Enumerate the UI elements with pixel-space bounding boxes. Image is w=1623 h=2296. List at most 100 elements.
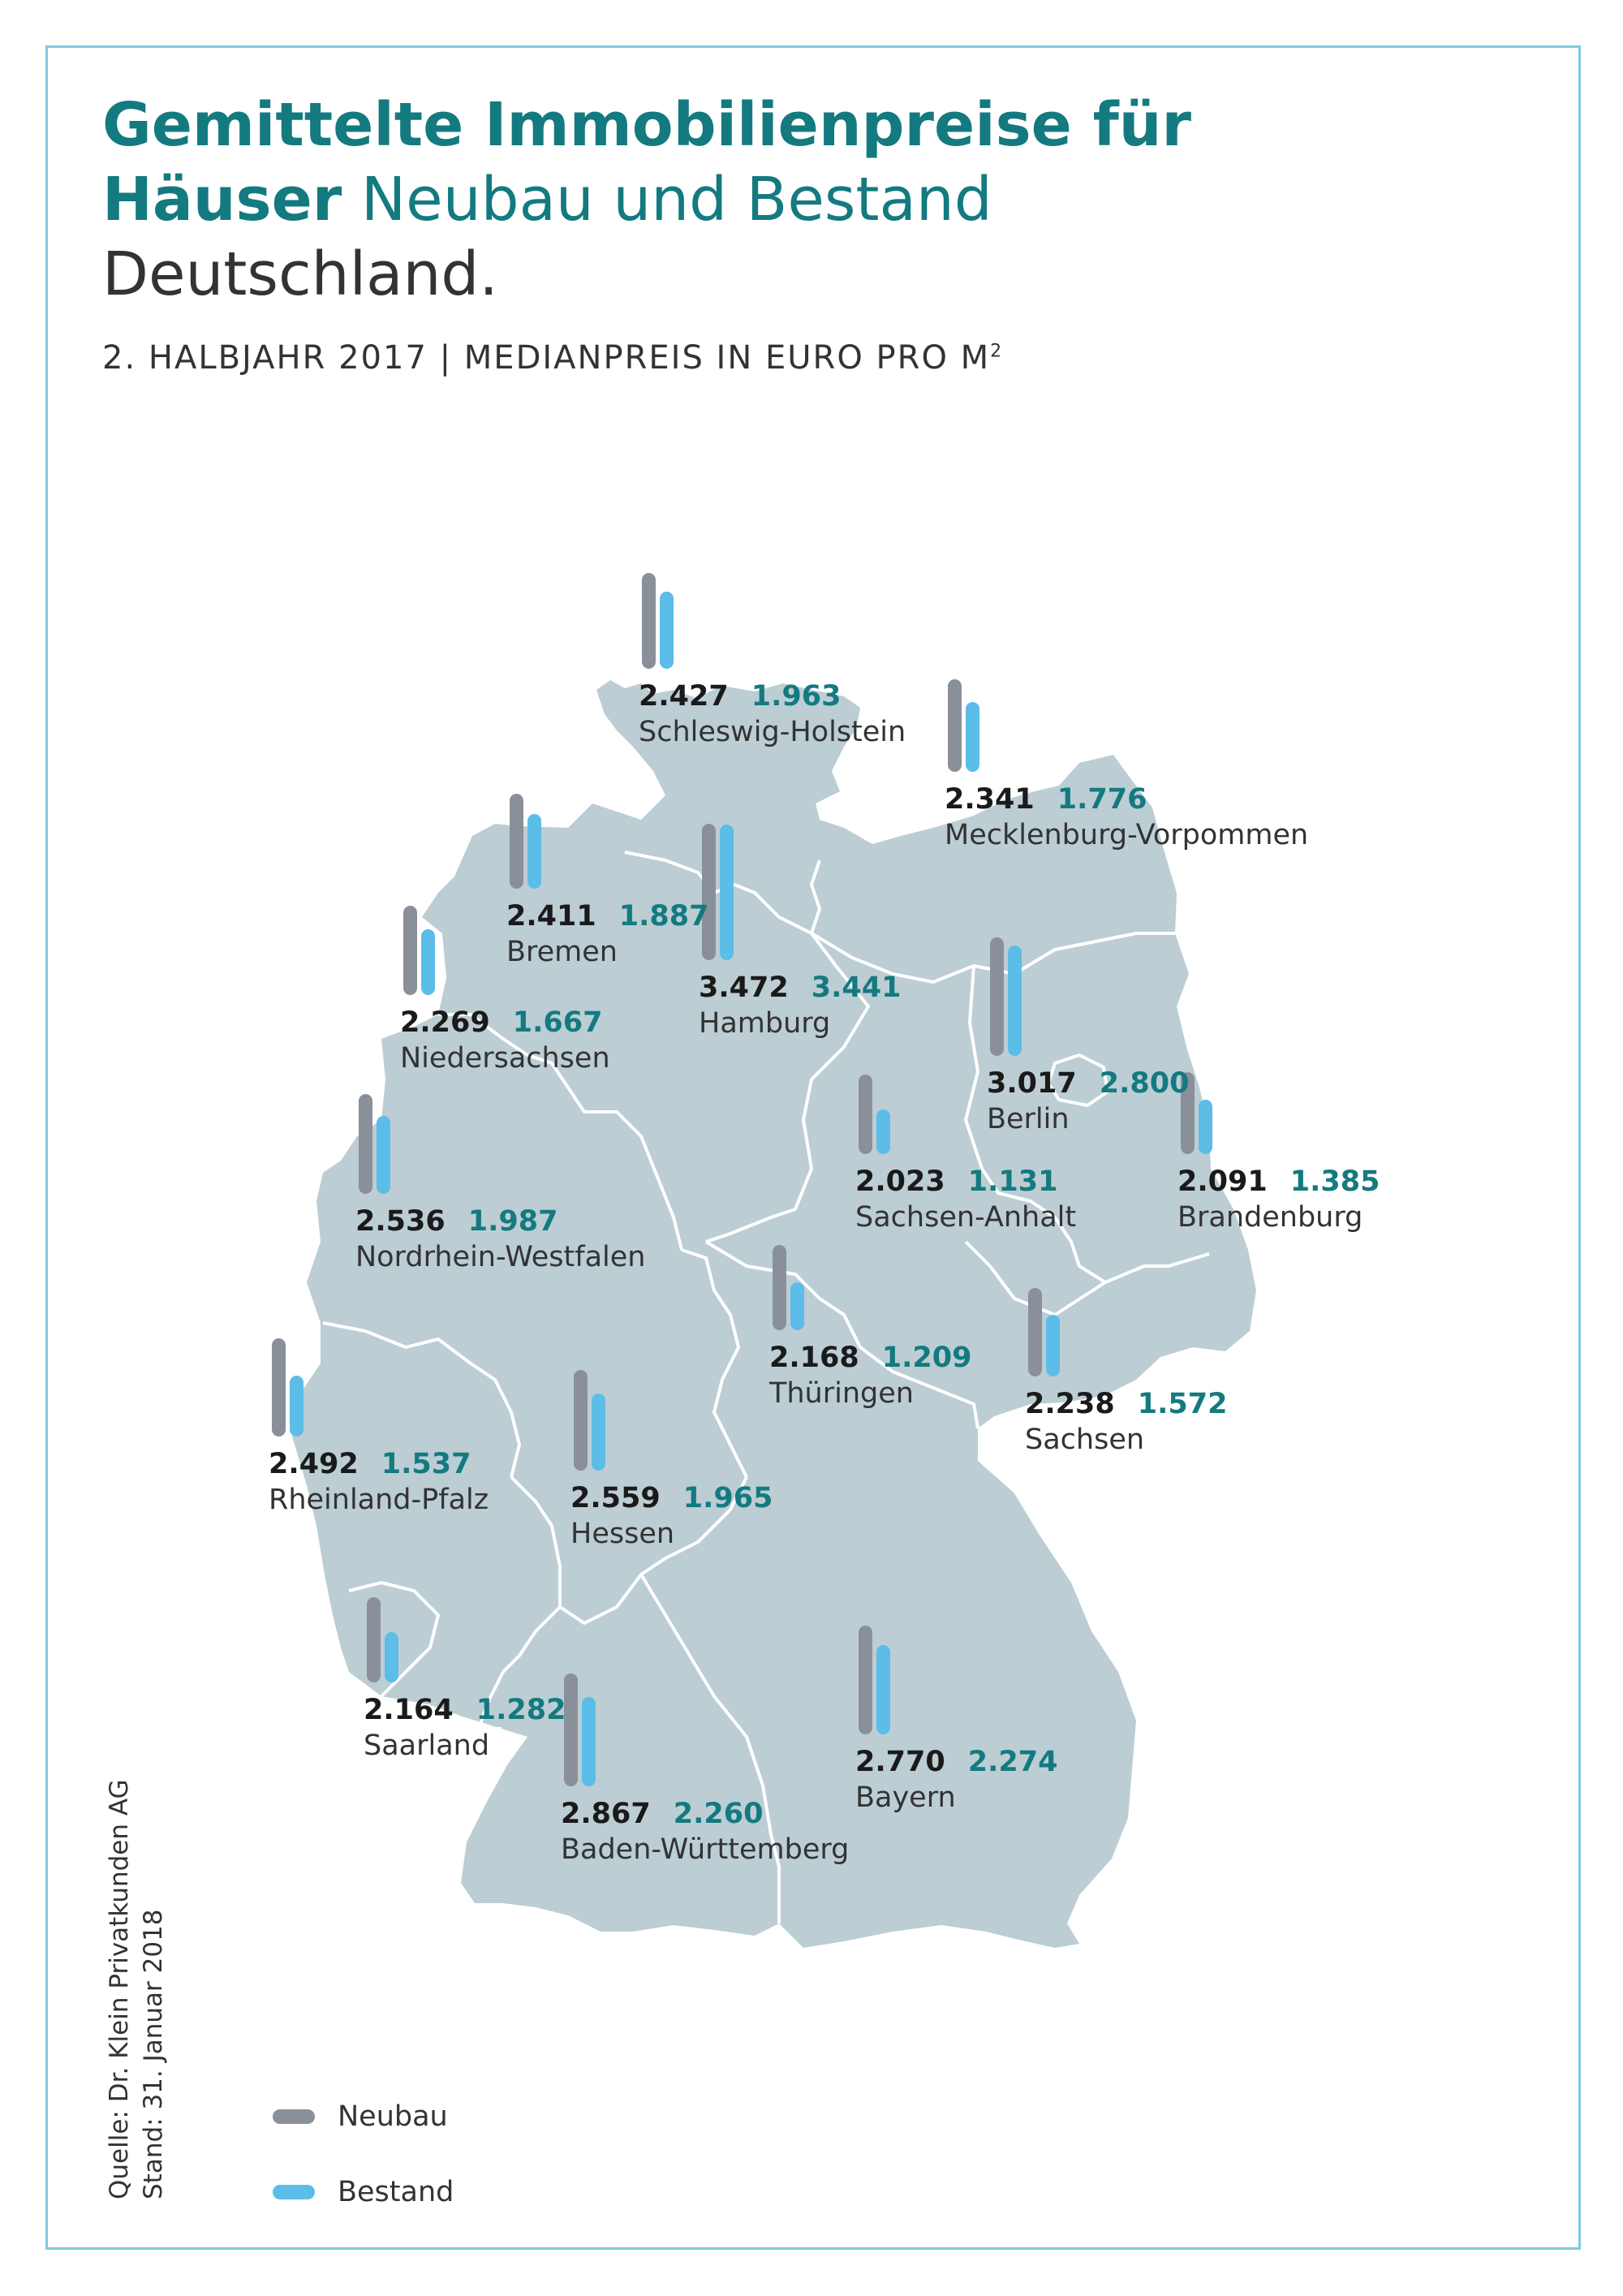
values-brandenburg: 2.091 1.385 xyxy=(1177,1164,1380,1200)
values-sachsen-anhalt: 2.023 1.131 xyxy=(855,1164,1076,1200)
neubau-value-brandenburg: 2.091 xyxy=(1177,1165,1268,1198)
bestand-bar-hamburg xyxy=(720,825,734,960)
neubau-bar-nordrhein-westfalen xyxy=(359,1094,372,1194)
state-borders xyxy=(322,851,1210,1923)
bestand-bar-bremen xyxy=(527,814,541,889)
bestand-bar-mecklenburg-vorpommern xyxy=(966,701,979,772)
label-schleswig-holstein: 2.427 1.963 Schleswig-Holstein xyxy=(639,678,906,750)
border-nrw-south xyxy=(322,1321,521,1478)
state-name-sachsen-anhalt: Sachsen-Anhalt xyxy=(855,1201,1077,1234)
neubau-value-sachsen-anhalt: 2.023 xyxy=(855,1165,945,1198)
neubau-value-schleswig-holstein: 2.427 xyxy=(639,680,729,713)
border-ni-nrw xyxy=(438,1013,683,1251)
neubau-bar-berlin xyxy=(990,937,1004,1056)
title-line-1: Gemittelte Immobilienpreise für xyxy=(102,90,1191,160)
bestand-bar-rheinland-pfalz xyxy=(290,1376,304,1437)
border-he-by xyxy=(558,1476,748,1625)
label-sachsen-anhalt: 2.023 1.131 Sachsen-Anhalt xyxy=(855,1164,1076,1235)
state-name-brandenburg: Brandenburg xyxy=(1177,1201,1363,1234)
values-thueringen: 2.168 1.209 xyxy=(769,1340,971,1376)
neubau-bar-niedersachsen xyxy=(403,905,417,995)
neubau-value-baden-wuerttemberg: 2.867 xyxy=(561,1798,651,1830)
bestand-value-bremen: 1.887 xyxy=(618,900,709,933)
label-niedersachsen: 2.269 1.667 Niedersachsen xyxy=(400,1005,610,1076)
bestand-bar-bayern xyxy=(876,1644,890,1734)
source-line-2: Stand: 31. Januar 2018 xyxy=(139,1909,168,2199)
neubau-bar-thueringen xyxy=(773,1244,786,1330)
border-bw-by xyxy=(639,1573,781,1923)
neubau-bar-bremen xyxy=(510,794,523,889)
bestand-bar-schleswig-holstein xyxy=(660,591,674,669)
neubau-bar-sachsen xyxy=(1028,1288,1042,1376)
label-rheinland-pfalz: 2.492 1.537 Rheinland-Pfalz xyxy=(269,1446,489,1518)
page-title: Gemittelte Immobilienpreise für Häuser N… xyxy=(102,88,1191,312)
neubau-bar-hamburg xyxy=(702,823,716,960)
neubau-value-hessen: 2.559 xyxy=(570,1482,661,1514)
neubau-value-niedersachsen: 2.269 xyxy=(400,1006,490,1039)
state-name-rheinland-pfalz: Rheinland-Pfalz xyxy=(269,1484,489,1516)
state-name-schleswig-holstein: Schleswig-Holstein xyxy=(639,716,906,748)
label-berlin: 3.017 2.800 Berlin xyxy=(987,1066,1189,1137)
label-hamburg: 3.472 3.441 Hamburg xyxy=(699,970,901,1041)
values-bayern: 2.770 2.274 xyxy=(855,1744,1057,1780)
neubau-bar-sachsen-anhalt xyxy=(859,1074,872,1154)
subtitle: 2. HALBJAHR 2017 | MEDIANPREIS IN EURO P… xyxy=(102,339,1003,377)
bestand-bar-baden-wuerttemberg xyxy=(582,1697,596,1786)
neubau-bar-rheinland-pfalz xyxy=(272,1338,286,1437)
bestand-bar-brandenburg xyxy=(1199,1099,1212,1154)
neubau-value-berlin: 3.017 xyxy=(987,1067,1077,1100)
legend-neubau: Neubau xyxy=(273,2100,448,2133)
values-schleswig-holstein: 2.427 1.963 xyxy=(639,678,906,714)
label-mecklenburg-vorpommern: 2.341 1.776 Mecklenburg-Vorpommen xyxy=(945,782,1308,853)
bestand-value-hessen: 1.965 xyxy=(682,1482,773,1514)
bestand-bar-sachsen-anhalt xyxy=(876,1109,890,1154)
subtitle-text: 2. HALBJAHR 2017 | MEDIANPREIS IN EURO P… xyxy=(102,339,991,377)
label-thueringen: 2.168 1.209 Thüringen xyxy=(769,1340,971,1411)
subtitle-superscript: 2 xyxy=(990,341,1004,362)
bestand-value-schleswig-holstein: 1.963 xyxy=(751,680,842,713)
label-sachsen: 2.238 1.572 Sachsen xyxy=(1025,1386,1227,1458)
label-brandenburg: 2.091 1.385 Brandenburg xyxy=(1177,1164,1380,1235)
title-line-2-bold: Häuser xyxy=(102,165,342,235)
values-hamburg: 3.472 3.441 xyxy=(699,970,901,1006)
label-bayern: 2.770 2.274 Bayern xyxy=(855,1744,1057,1816)
label-bremen: 2.411 1.887 Bremen xyxy=(506,898,708,970)
neubau-value-saarland: 2.164 xyxy=(364,1694,454,1726)
legend-neubau-label: Neubau xyxy=(338,2100,448,2133)
neubau-value-mecklenburg-vorpommern: 2.341 xyxy=(945,783,1035,816)
berlin-outline xyxy=(1047,1053,1109,1107)
border-ni-st xyxy=(705,932,870,1243)
neubau-bar-saarland xyxy=(367,1597,381,1682)
values-saarland: 2.164 1.282 xyxy=(364,1692,566,1728)
state-name-hessen: Hessen xyxy=(570,1518,675,1550)
bestand-value-thueringen: 1.209 xyxy=(881,1342,972,1374)
state-name-bayern: Bayern xyxy=(855,1781,956,1814)
values-sachsen: 2.238 1.572 xyxy=(1025,1386,1227,1422)
border-rp-he xyxy=(502,1475,562,1674)
state-name-berlin: Berlin xyxy=(987,1103,1070,1135)
title-line-3: Deutschland. xyxy=(102,239,498,309)
state-name-thueringen: Thüringen xyxy=(769,1377,914,1410)
neubau-bar-brandenburg xyxy=(1181,1071,1195,1154)
values-berlin: 3.017 2.800 xyxy=(987,1066,1189,1101)
values-bremen: 2.411 1.887 xyxy=(506,898,708,934)
bestand-value-hamburg: 3.441 xyxy=(811,971,902,1004)
neubau-value-hamburg: 3.472 xyxy=(699,971,789,1004)
neubau-bar-bayern xyxy=(859,1625,872,1734)
bestand-value-niedersachsen: 1.667 xyxy=(512,1006,603,1039)
label-saarland: 2.164 1.282 Saarland xyxy=(364,1692,566,1764)
neubau-value-bayern: 2.770 xyxy=(855,1746,945,1778)
bestand-value-sachsen-anhalt: 1.131 xyxy=(967,1165,1058,1198)
neubau-value-rheinland-pfalz: 2.492 xyxy=(269,1448,359,1480)
neubau-bar-mecklenburg-vorpommern xyxy=(948,679,962,772)
values-baden-wuerttemberg: 2.867 2.260 xyxy=(561,1796,849,1832)
border-saarland xyxy=(348,1581,440,1698)
state-name-sachsen: Sachsen xyxy=(1025,1424,1145,1456)
state-name-niedersachsen: Niedersachsen xyxy=(400,1042,610,1075)
neubau-bar-schleswig-holstein xyxy=(642,573,656,669)
bestand-bar-saarland xyxy=(385,1631,398,1682)
bestand-bar-thueringen xyxy=(790,1282,804,1330)
page-frame xyxy=(45,45,1581,2250)
bestand-bar-hessen xyxy=(592,1393,605,1471)
